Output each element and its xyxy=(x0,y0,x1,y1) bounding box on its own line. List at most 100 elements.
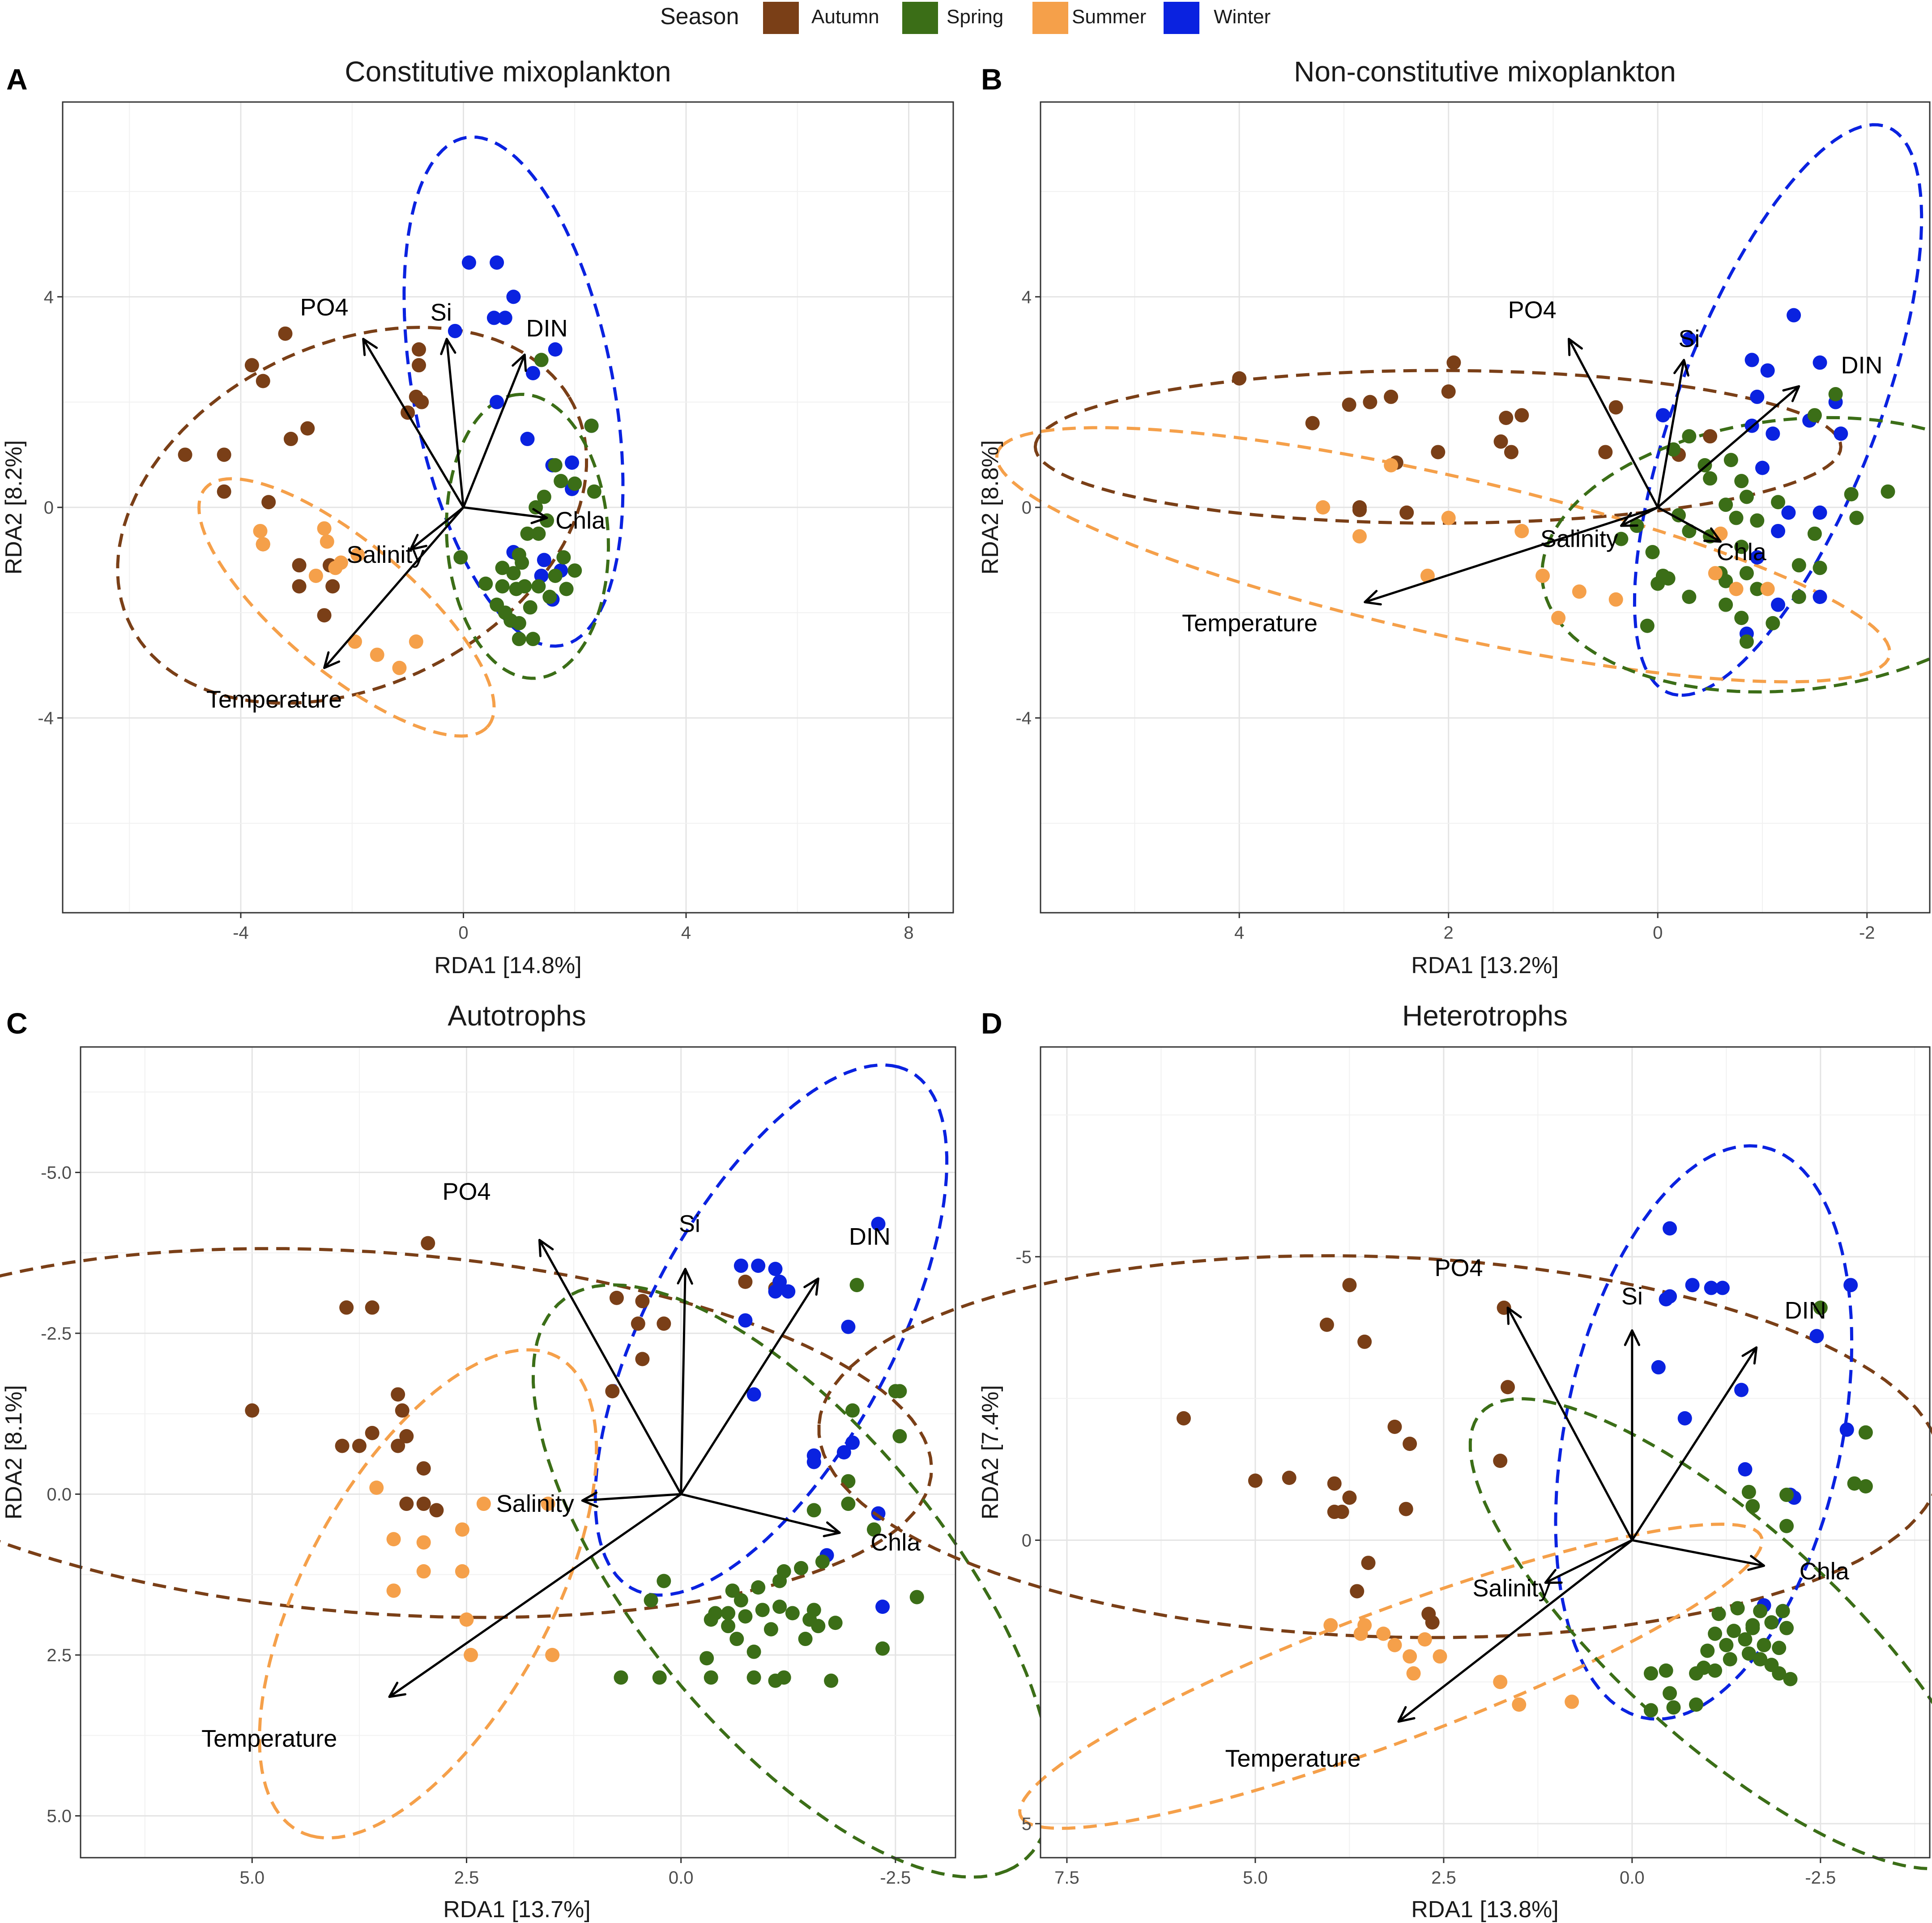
ellipse-summer xyxy=(258,1348,598,1840)
panel-c-arrows: PO4 Si DIN Chla Salinity Temperature xyxy=(201,1178,921,1752)
panel-b-y-tick-label: 4 xyxy=(1022,287,1032,307)
point-winter xyxy=(490,395,504,409)
point-spring xyxy=(1666,1700,1681,1715)
point-summer xyxy=(308,568,323,583)
point-winter xyxy=(836,1445,851,1459)
point-winter xyxy=(1685,1278,1700,1293)
point-summer xyxy=(455,1564,469,1579)
point-autumn xyxy=(1232,371,1247,386)
ellipse-autumn xyxy=(817,1254,1932,1639)
point-summer xyxy=(1608,592,1623,607)
point-winter xyxy=(751,1258,766,1273)
arrow-temperature xyxy=(1397,1539,1633,1723)
point-spring xyxy=(531,579,546,594)
point-autumn xyxy=(1608,400,1623,415)
arrow-din xyxy=(1631,1346,1758,1541)
point-winter xyxy=(1781,505,1796,520)
ellipse-autumn xyxy=(0,1247,934,1619)
panel-d-x-axis-title: RDA1 [13.8%] xyxy=(1411,1897,1559,1923)
panel-d-arrows: PO4 Si DIN Chla Salinity Temperature xyxy=(1225,1255,1850,1772)
point-winter xyxy=(871,1217,886,1231)
point-spring xyxy=(1772,1641,1787,1655)
ellipse-summer xyxy=(1018,1523,1764,1830)
point-spring xyxy=(751,1580,766,1595)
point-summer xyxy=(350,547,365,562)
ellipse-summer xyxy=(995,426,1892,684)
point-spring xyxy=(772,1574,787,1588)
point-summer xyxy=(333,555,348,570)
panel-b-y-tick-label: 0 xyxy=(1022,498,1032,518)
point-autumn xyxy=(217,484,231,499)
point-winter xyxy=(490,255,504,270)
panel-a-x-tick-label: 8 xyxy=(904,923,913,943)
legend-label-winter: Winter xyxy=(1214,6,1271,28)
arrow-din xyxy=(462,353,527,509)
point-winter xyxy=(806,1455,821,1469)
point-spring xyxy=(1719,597,1733,612)
panel-b-x-tick-label: 2 xyxy=(1444,923,1454,943)
point-winter xyxy=(734,1258,748,1273)
point-autumn xyxy=(1425,1615,1440,1630)
point-summer xyxy=(541,1497,555,1511)
point-autumn xyxy=(1363,395,1378,409)
point-autumn xyxy=(421,1236,435,1251)
panel-a-x-tick-label: -4 xyxy=(233,923,249,943)
panel-a-x-tick-label: 0 xyxy=(458,923,468,943)
point-summer xyxy=(1387,1638,1402,1652)
point-autumn xyxy=(412,342,426,357)
point-autumn xyxy=(1493,434,1508,449)
point-spring xyxy=(644,1593,658,1608)
panel-b-x-tick-label: 0 xyxy=(1653,923,1663,943)
point-winter xyxy=(1843,1278,1858,1293)
arrow-label-si: Si xyxy=(1621,1283,1643,1310)
point-spring xyxy=(725,1583,740,1598)
point-summer xyxy=(1376,1626,1391,1641)
point-spring xyxy=(559,582,574,596)
point-autumn xyxy=(412,358,426,373)
point-winter xyxy=(845,1435,860,1450)
point-spring xyxy=(1858,1425,1873,1440)
ellipse-winter xyxy=(402,135,625,648)
point-winter xyxy=(1750,550,1765,565)
point-spring xyxy=(548,458,563,472)
point-spring xyxy=(525,632,540,647)
point-spring xyxy=(1739,489,1754,504)
panel-b-x-axis-title: RDA1 [13.2%] xyxy=(1411,953,1559,979)
point-spring xyxy=(1643,1703,1658,1718)
point-spring xyxy=(584,418,599,433)
point-autumn xyxy=(1342,1490,1357,1505)
point-spring xyxy=(734,1593,748,1608)
point-autumn xyxy=(1399,505,1414,520)
ellipse-winter xyxy=(1633,123,1923,697)
point-spring xyxy=(1844,487,1859,502)
panel-d: D Heterotrophs PO4 Si DIN Chla Salinity Tempe… xyxy=(817,1000,1932,1923)
ellipse-winter xyxy=(593,1063,949,1597)
point-winter xyxy=(1682,332,1697,346)
point-spring xyxy=(1828,387,1843,402)
point-spring xyxy=(567,476,582,491)
point-spring xyxy=(1847,1476,1862,1491)
panel-c-points xyxy=(245,1217,924,1688)
point-spring xyxy=(495,561,510,575)
point-summer xyxy=(1417,1632,1432,1647)
legend-swatch-spring xyxy=(902,2,938,34)
arrow-label-po4: PO4 xyxy=(300,294,349,321)
point-autumn xyxy=(1399,1502,1413,1516)
panel-c-ellipses xyxy=(0,1063,1053,1879)
panel-d-border xyxy=(1040,1046,1931,1859)
point-autumn xyxy=(256,374,270,388)
arrow-label-po4: PO4 xyxy=(1435,1255,1483,1281)
point-spring xyxy=(529,500,543,515)
point-autumn xyxy=(365,1300,380,1315)
arrow-po4 xyxy=(1568,337,1659,509)
point-autumn xyxy=(365,1425,380,1440)
point-winter xyxy=(1787,308,1801,323)
panel-a: A Constitutive mixoplankton PO4 Si DIN Chla… xyxy=(1,55,954,979)
point-summer xyxy=(347,634,362,649)
point-autumn xyxy=(1499,410,1514,425)
point-summer xyxy=(1708,566,1723,581)
point-winter xyxy=(768,1262,783,1276)
point-autumn xyxy=(1598,445,1613,459)
point-summer xyxy=(416,1564,431,1579)
panel-a-y-tick-label: -4 xyxy=(38,709,54,728)
